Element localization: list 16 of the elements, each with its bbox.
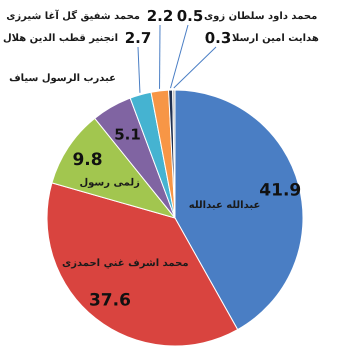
data-label: 2.7 (124, 29, 152, 47)
data-label: 41.9 (259, 180, 302, 200)
data-label: 2.2 (146, 7, 174, 25)
slice-label: محمد شفیق گل آغا شیرزی (6, 9, 140, 22)
slice-label: عبدالله عبدالله (188, 200, 260, 212)
data-label: 37.6 (88, 290, 131, 310)
slice-label: انجنیر قطب الدین هلال (2, 33, 118, 44)
slice-label: محمد داود سلطان زوی (204, 11, 318, 22)
data-label: 0.3 (204, 29, 232, 47)
slice-label: هدایت امین ارسلا (232, 33, 319, 44)
data-label: 9.8 (72, 150, 103, 170)
slice-label: محمد اشرف غني احمدزی (62, 258, 189, 270)
data-label: 5.1 (114, 126, 141, 144)
slice-label: زلمی رسول (79, 178, 140, 189)
data-label: 0.5 (176, 7, 204, 25)
slice-label: عبدرب الرسول سیاف (9, 73, 116, 84)
